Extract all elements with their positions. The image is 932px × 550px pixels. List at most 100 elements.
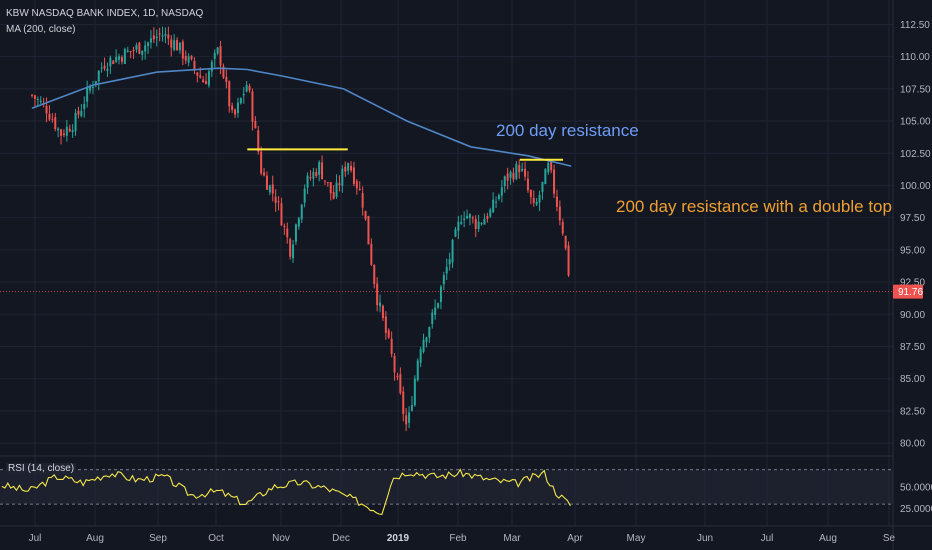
candle-body (97, 70, 100, 82)
time-tick-label: Se (883, 533, 896, 544)
candle-body (373, 265, 376, 284)
candle-body (135, 45, 138, 50)
candle-body (57, 128, 60, 131)
candle-body (109, 57, 112, 67)
candle-body (318, 162, 321, 175)
candle-body (431, 312, 434, 325)
candle-body (239, 98, 242, 104)
candle-body (437, 303, 440, 308)
candle-body (120, 57, 123, 62)
candle-body (555, 196, 558, 207)
candle-body (387, 330, 390, 338)
price-tick-label: 82.50 (900, 406, 925, 417)
ma-indicator-label[interactable]: MA (200, close) (6, 24, 76, 35)
candle-body (312, 172, 315, 179)
candle-body (277, 201, 280, 203)
candle-body (94, 80, 97, 85)
candle-body (193, 60, 196, 70)
candle-body (367, 215, 370, 245)
price-tick-label: 97.50 (900, 213, 925, 224)
candle-body (448, 259, 451, 265)
candle-body (408, 412, 411, 423)
candle-body (564, 235, 567, 249)
candle-body (83, 104, 86, 109)
price-tick-label: 105.00 (900, 117, 931, 128)
time-tick-label: Jul (761, 533, 774, 544)
candle-body (338, 183, 341, 186)
time-tick-label: Jul (29, 533, 42, 544)
candle-body (344, 166, 347, 172)
candle-body (379, 302, 382, 307)
candle-body (231, 105, 234, 110)
candle-body (115, 56, 118, 62)
candle-body (144, 45, 147, 52)
candle-body (292, 244, 295, 259)
candle-body (370, 243, 373, 265)
symbol-title: KBW NASDAQ BANK INDEX, 1D, NASDAQ (6, 8, 204, 19)
time-tick-label: Oct (208, 533, 224, 544)
rsi-indicator-label[interactable]: RSI (14, close) (6, 463, 77, 474)
candle-body (352, 167, 355, 185)
candle-body (210, 61, 213, 72)
candle-body (451, 239, 454, 263)
candle-body (39, 100, 42, 102)
candle-body (152, 35, 155, 40)
candle-body (260, 151, 263, 174)
candle-body (123, 49, 126, 65)
candle-body (126, 50, 129, 52)
candle-body (492, 199, 495, 213)
candle-body (381, 305, 384, 319)
price-tick-label: 92.50 (900, 278, 925, 289)
candle-body (323, 180, 326, 182)
candle-body (294, 224, 297, 242)
candle-body (495, 201, 498, 203)
candle-body (506, 173, 509, 181)
candle-body (416, 360, 419, 381)
candle-body (332, 191, 335, 199)
candle-body (364, 210, 367, 220)
time-tick-label: Aug (819, 533, 837, 544)
candle-body (309, 177, 312, 179)
candle-body (477, 221, 480, 229)
candle-body (558, 206, 561, 221)
candle-body (228, 81, 231, 107)
candle-body (112, 60, 115, 64)
candle-body (329, 182, 332, 194)
candle-body (245, 84, 248, 92)
candle-body (161, 35, 164, 37)
rsi-band (0, 469, 893, 505)
candle-body (181, 41, 184, 59)
candle-body (454, 229, 457, 237)
candle-body (91, 86, 94, 88)
candle-body (524, 168, 527, 177)
candle-body (428, 327, 431, 338)
candle-body (442, 275, 445, 285)
candle-body (521, 168, 524, 171)
candle-body (509, 171, 512, 178)
candle-body (547, 162, 550, 173)
candle-body (225, 76, 228, 82)
candle-body (138, 42, 141, 54)
candle-body (393, 355, 396, 373)
candle-body (434, 307, 437, 315)
candle-body (396, 375, 399, 378)
candle-body (236, 102, 239, 113)
candle-body (216, 47, 219, 54)
candle-body (263, 172, 266, 176)
candle-body (457, 221, 460, 231)
candle-body (497, 195, 500, 200)
rsi-line (1, 468, 571, 516)
candle-body (268, 185, 271, 193)
candle-body (234, 109, 237, 115)
candle-body (36, 99, 39, 101)
resistance-annotation: 200 day resistance (496, 121, 639, 140)
candle-body (71, 130, 74, 133)
candle-body (205, 80, 208, 85)
candle-body (77, 110, 80, 115)
time-tick-label: Jun (697, 533, 713, 544)
price-tick-label: 112.50 (900, 20, 930, 31)
price-tick-label: 95.00 (900, 245, 925, 256)
price-tick-label: 87.50 (900, 342, 925, 353)
candle-body (106, 68, 109, 71)
